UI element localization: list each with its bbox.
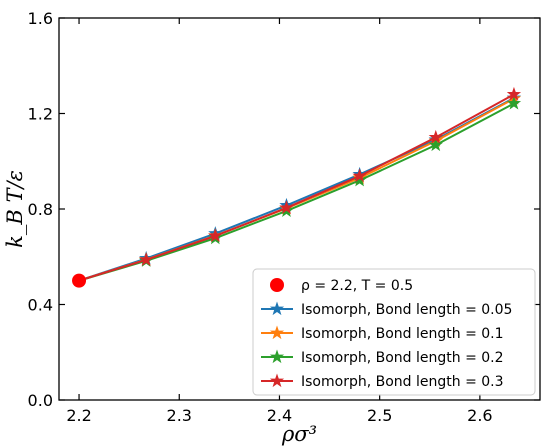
legend-star <box>269 301 285 316</box>
series-path <box>78 93 515 282</box>
series-line <box>78 91 522 282</box>
x-tick-label: 2.4 <box>267 406 292 425</box>
series-point-star <box>279 200 294 214</box>
legend-label: Isomorph, Bond length = 0.1 <box>301 326 504 342</box>
series-path <box>78 97 515 282</box>
y-tick-label: 0.4 <box>28 296 53 315</box>
plot-area <box>72 86 522 288</box>
series-point-star <box>428 129 443 144</box>
series-line <box>78 90 522 282</box>
series-point-star <box>352 168 367 183</box>
series-point-star <box>139 252 154 266</box>
legend-label: Isomorph, Bond length = 0.3 <box>301 374 504 390</box>
y-axis-label: k_B T/ε <box>3 170 27 248</box>
axis-ticks: 2.2 2.3 2.4 2.5 2.6 0.0 0.4 0.8 1.2 1.6 <box>28 9 540 425</box>
y-tick-label: 0.0 <box>28 391 53 410</box>
legend: ρ = 2.2, T = 0.5 Isomorph, Bond length = … <box>252 268 536 396</box>
x-tick-label: 2.3 <box>167 406 192 425</box>
legend-marker-reference <box>270 278 284 292</box>
y-tick-label: 1.6 <box>28 9 53 28</box>
reference-point <box>72 273 87 288</box>
x-tick-label: 2.2 <box>66 406 91 425</box>
series-point-star <box>428 137 443 152</box>
plot-frame <box>58 17 541 401</box>
series-point-star <box>506 95 522 110</box>
x-axis-label: ρσ³ <box>281 422 317 446</box>
x-tick-label: 2.5 <box>367 406 392 425</box>
legend-star <box>269 373 285 388</box>
series-line <box>78 86 522 282</box>
legend-label: Isomorph, Bond length = 0.2 <box>301 350 504 366</box>
legend-star <box>269 349 285 364</box>
series-line <box>78 95 522 282</box>
series-path <box>78 97 515 282</box>
legend-label: Isomorph, Bond length = 0.05 <box>301 302 512 318</box>
series-point-star <box>352 172 367 187</box>
y-tick-label: 0.8 <box>28 200 53 219</box>
x-tick-label: 2.6 <box>467 406 492 425</box>
legend-label-reference: ρ = 2.2, T = 0.5 <box>301 278 413 294</box>
y-tick-label: 1.2 <box>28 105 53 124</box>
legend-box <box>252 268 536 396</box>
series-point-star <box>506 86 522 101</box>
series-point-star <box>208 228 223 243</box>
legend-star <box>269 325 285 340</box>
